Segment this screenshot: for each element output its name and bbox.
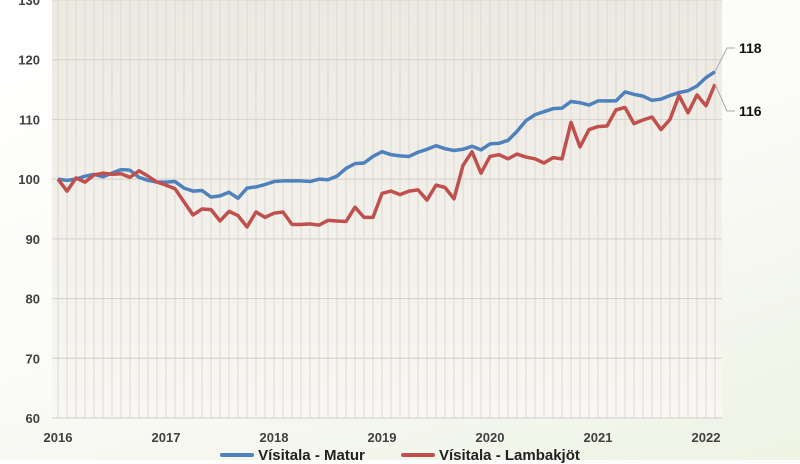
y-tick-label: 100 (18, 172, 40, 187)
y-tick-label: 130 (18, 0, 40, 8)
legend-item-matur: Vísitala - Matur (220, 447, 365, 464)
x-tick-label: 2018 (260, 430, 289, 445)
legend-swatch-lambakjot (401, 453, 435, 457)
end-value-label: 118 (739, 40, 762, 56)
y-tick-label: 110 (19, 112, 40, 127)
x-tick-label: 2017 (152, 430, 181, 445)
y-tick-label: 120 (18, 53, 40, 68)
x-tick-label: 2021 (584, 430, 613, 445)
y-tick-label: 70 (26, 351, 40, 366)
end-value-label: 116 (739, 103, 762, 119)
legend-item-lambakjot: Vísitala - Lambakjöt (401, 447, 580, 464)
plot-area (52, 0, 722, 418)
legend-swatch-matur (220, 453, 254, 457)
legend: Vísitala - Matur Vísitala - Lambakjöt (0, 444, 800, 464)
legend-label-lambakjot: Vísitala - Lambakjöt (439, 447, 580, 464)
y-tick-label: 90 (26, 232, 40, 247)
y-tick-label: 60 (26, 411, 40, 426)
legend-label-matur: Vísitala - Matur (258, 447, 365, 464)
x-tick-label: 2020 (476, 430, 505, 445)
x-tick-label: 2019 (368, 430, 397, 445)
y-tick-label: 80 (26, 292, 40, 307)
x-tick-label: 2016 (44, 430, 73, 445)
x-tick-label: 2022 (692, 430, 721, 445)
